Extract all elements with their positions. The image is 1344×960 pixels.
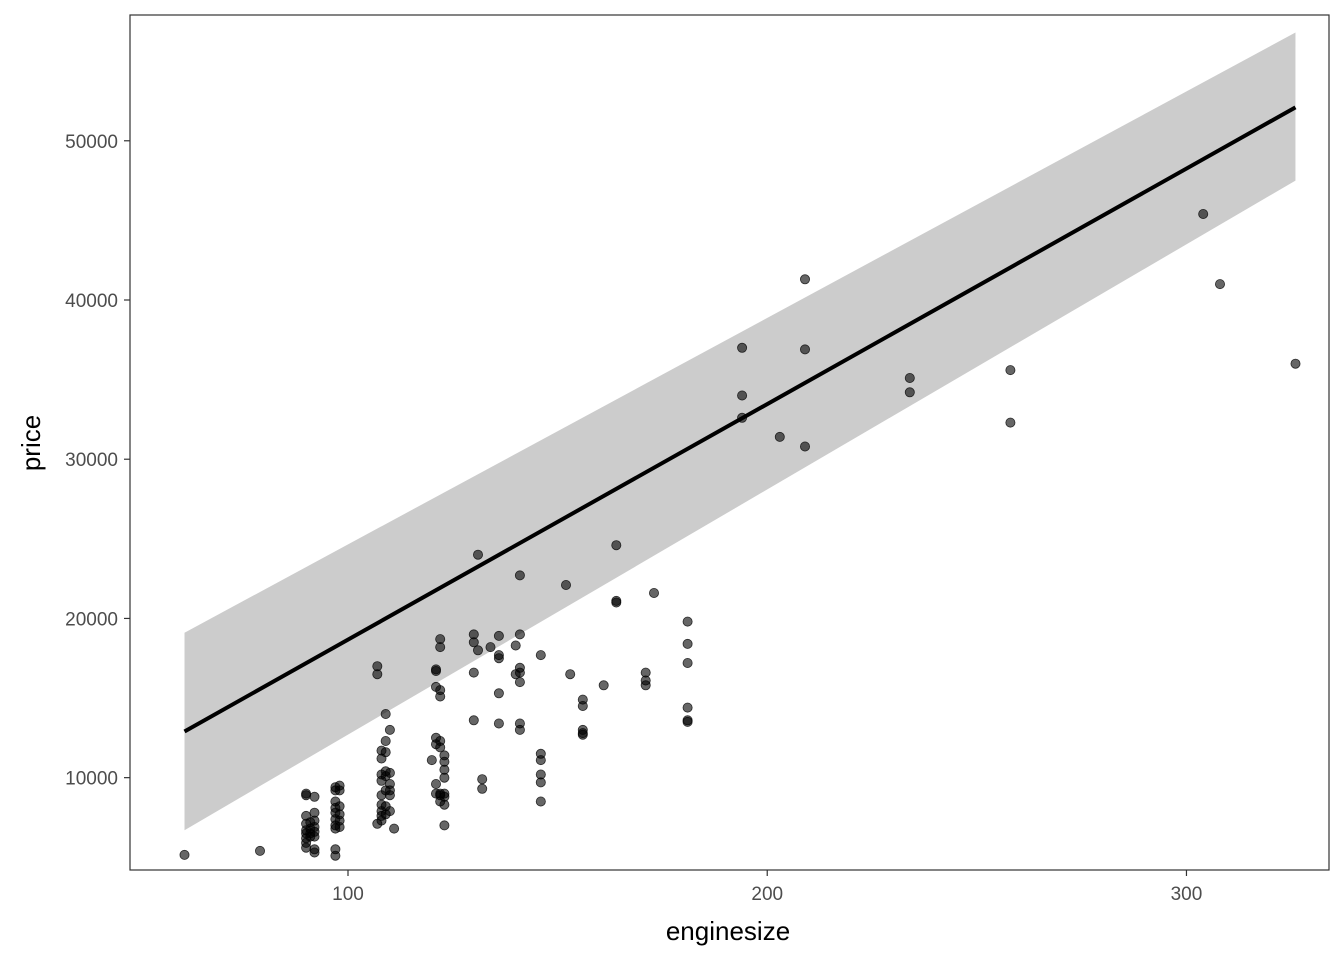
data-point	[334, 822, 345, 833]
data-point	[430, 666, 441, 677]
data-point	[493, 630, 504, 641]
data-point	[682, 702, 693, 713]
data-point	[514, 570, 525, 581]
data-point	[468, 667, 479, 678]
data-point	[380, 747, 391, 758]
data-point	[510, 640, 521, 651]
data-point	[611, 540, 622, 551]
data-point	[904, 372, 915, 383]
data-point	[535, 796, 546, 807]
data-point	[468, 637, 479, 648]
confidence-band	[184, 32, 1296, 831]
x-tick-label: 300	[1171, 884, 1203, 905]
data-point	[535, 755, 546, 766]
data-point	[565, 669, 576, 680]
data-point	[737, 342, 748, 353]
data-point	[800, 441, 811, 452]
data-point	[472, 549, 483, 560]
axes-layer: 100 200 300 10000 20000 30000 40000 50000	[65, 14, 1330, 905]
x-tick-label: 200	[751, 884, 783, 905]
data-point	[1005, 417, 1016, 428]
data-point	[426, 755, 437, 766]
data-point	[682, 638, 693, 649]
panel-border	[129, 14, 1330, 871]
fit-line-layer	[183, 105, 1297, 734]
data-point	[254, 845, 265, 856]
data-point	[334, 785, 345, 796]
data-point	[472, 645, 483, 656]
data-point	[800, 344, 811, 355]
data-point	[384, 790, 395, 801]
data-point	[493, 718, 504, 729]
data-point	[477, 774, 488, 785]
x-axis-title: enginesize	[666, 916, 790, 946]
data-point	[904, 387, 915, 398]
data-point	[1198, 208, 1209, 219]
data-point	[649, 588, 660, 599]
data-point	[439, 772, 450, 783]
data-point	[514, 667, 525, 678]
data-point	[439, 820, 450, 831]
data-point	[535, 650, 546, 661]
data-point	[535, 777, 546, 788]
data-point	[435, 691, 446, 702]
data-point	[309, 791, 320, 802]
data-point	[1290, 358, 1301, 369]
data-point	[301, 842, 312, 853]
data-point	[493, 688, 504, 699]
data-point	[682, 616, 693, 627]
data-point	[380, 736, 391, 747]
data-point	[598, 680, 609, 691]
data-point	[514, 629, 525, 640]
data-point	[737, 390, 748, 401]
data-point	[301, 790, 312, 801]
data-point	[309, 847, 320, 858]
data-point	[514, 677, 525, 688]
data-point	[179, 849, 190, 860]
data-point	[682, 658, 693, 669]
data-point	[430, 779, 441, 790]
data-point	[493, 653, 504, 664]
data-point	[561, 580, 572, 591]
data-point	[330, 850, 341, 861]
data-point	[477, 783, 488, 794]
data-point	[439, 799, 450, 810]
data-point	[800, 274, 811, 285]
y-tick-label: 50000	[65, 132, 118, 153]
data-point	[380, 709, 391, 720]
data-point	[485, 642, 496, 653]
data-point	[372, 669, 383, 680]
data-point	[1005, 365, 1016, 376]
y-tick-label: 20000	[65, 609, 118, 630]
y-tick-label: 30000	[65, 450, 118, 471]
data-point	[514, 724, 525, 735]
y-axis-title: price	[16, 415, 46, 471]
data-point	[577, 729, 588, 740]
data-point	[682, 716, 693, 727]
fit-line	[183, 105, 1297, 734]
y-tick-label: 10000	[65, 769, 118, 790]
data-point	[640, 680, 651, 691]
y-tick-label: 40000	[65, 291, 118, 312]
data-point	[384, 724, 395, 735]
data-point	[435, 742, 446, 753]
data-point	[384, 806, 395, 817]
data-point	[577, 701, 588, 712]
data-point	[774, 431, 785, 442]
confidence-band-layer	[184, 32, 1296, 831]
x-tick-label: 100	[332, 884, 364, 905]
data-point	[1215, 279, 1226, 290]
data-point	[611, 597, 622, 608]
data-point	[435, 642, 446, 653]
data-points-layer	[179, 208, 1301, 861]
data-point	[389, 823, 400, 834]
data-point	[468, 715, 479, 726]
data-point	[384, 767, 395, 778]
data-point	[309, 831, 320, 842]
